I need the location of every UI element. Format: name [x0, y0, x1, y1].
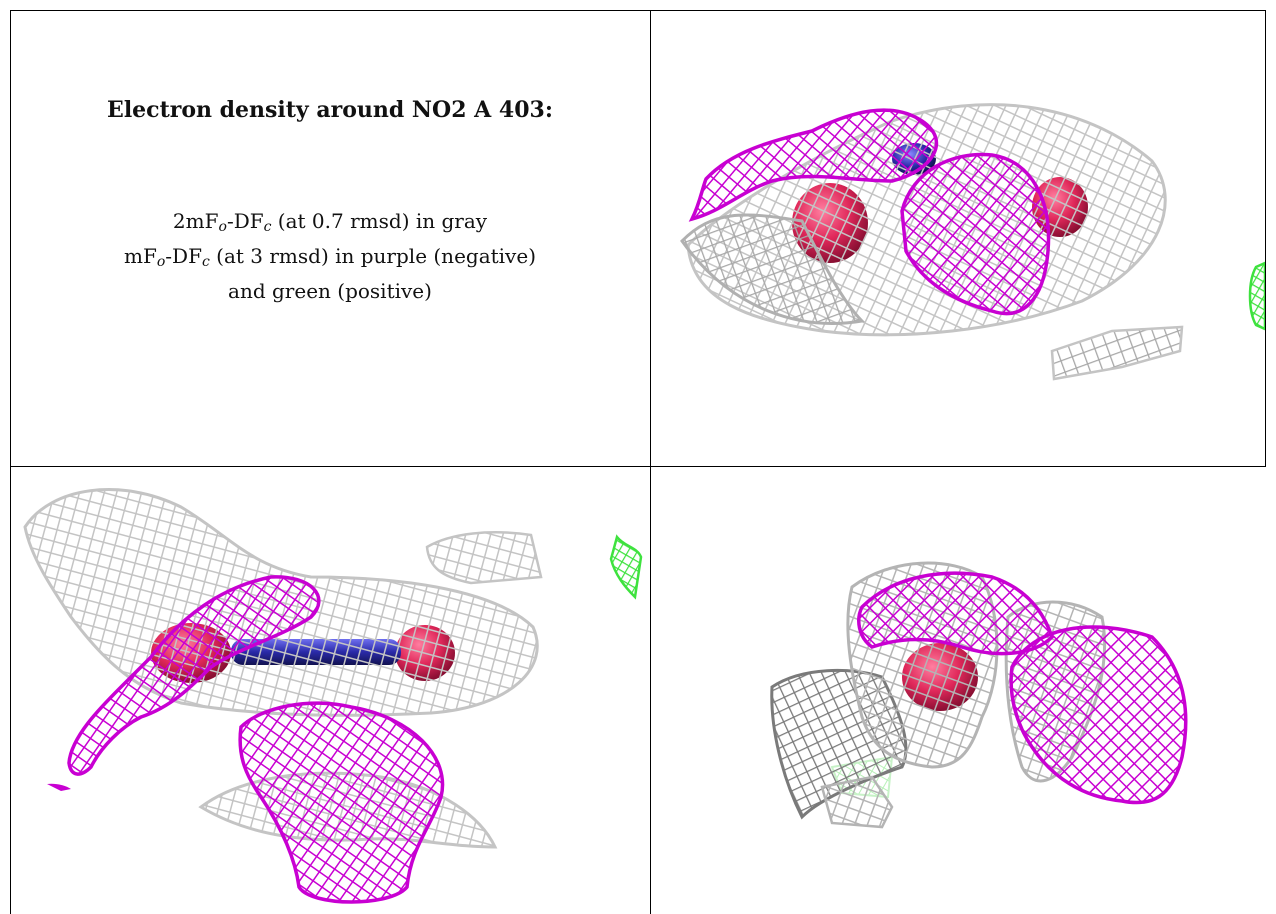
density-view-bottom-right: [652, 467, 1265, 914]
table-border-right: [1265, 10, 1266, 466]
green-positive-mesh: [609, 534, 643, 600]
gray-density-mesh: [1050, 325, 1184, 381]
density-render-3: [770, 561, 1188, 829]
table-border-top: [10, 10, 1266, 11]
density-render-1: [680, 103, 1265, 381]
caption-body: 2mFo-DFc (at 0.7 rmsd) in gray mFo-DFc (…: [11, 207, 649, 306]
purple-negative-mesh: [1009, 625, 1188, 805]
purple-negative-mesh: [47, 783, 71, 791]
table-border-left: [10, 10, 11, 914]
caption-line-colors: and green (positive): [228, 279, 432, 303]
density-render-2: [23, 488, 643, 904]
gray-density-mesh: [680, 213, 866, 325]
green-positive-mesh: [1248, 261, 1265, 331]
caption-line-fofc: mFo-DFc (at 3 rmsd) in purple (negative): [124, 244, 536, 270]
purple-negative-mesh: [238, 701, 445, 904]
caption-title: Electron density around NO2 A 403:: [107, 97, 553, 123]
gray-density-mesh: [820, 775, 894, 829]
density-view-top-right: [652, 11, 1265, 466]
caption-cell: Electron density around NO2 A 403: 2mFo-…: [11, 11, 649, 466]
purple-negative-mesh: [67, 575, 321, 776]
figure-table: [10, 10, 1266, 914]
density-view-bottom-left: [11, 467, 649, 914]
purple-negative-mesh: [900, 152, 1051, 316]
table-border-center: [650, 10, 651, 914]
gray-density-mesh: [425, 531, 543, 585]
purple-negative-mesh: [688, 108, 939, 222]
table-border-middle: [10, 466, 1266, 467]
caption-line-2fofc: 2mFo-DFc (at 0.7 rmsd) in gray: [172, 209, 488, 235]
